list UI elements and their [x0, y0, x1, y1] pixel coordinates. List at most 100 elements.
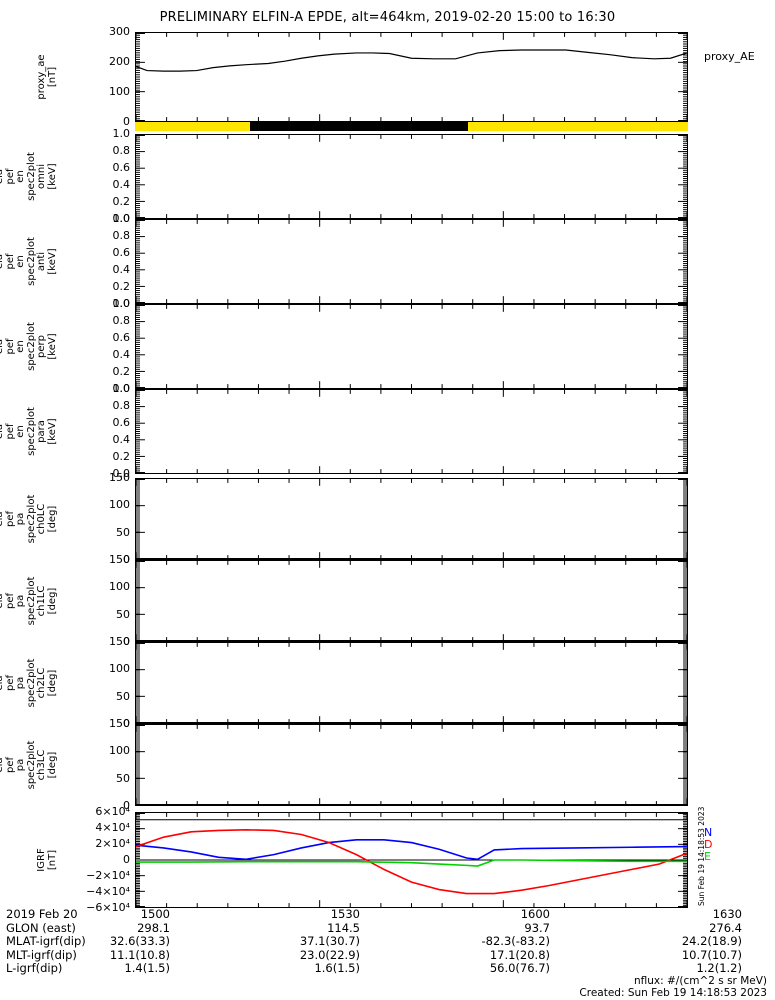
- ytick-en-anti-5: 0.0: [112, 297, 131, 310]
- ytick-pa-ch1lc-0: 150: [109, 553, 130, 566]
- ylabel-line: [deg]: [46, 505, 58, 533]
- ephemeris-row-label: L-igrf(dip): [6, 961, 63, 976]
- ylabel-en-anti: ela pef en spec2plot anti [keV]: [0, 219, 58, 304]
- ytick-proxy-ae-2: 100: [109, 85, 130, 98]
- ytick-en-perp-3: 0.4: [112, 348, 131, 361]
- ylabel-line: perp: [36, 335, 47, 358]
- ytick-pa-ch2lc-1: 100: [109, 662, 130, 676]
- ephemeris-value: 1500: [140, 907, 170, 921]
- vertical-created-stamp: Sun Feb 19 14:18:53 2023: [697, 806, 706, 906]
- ytick-pa-ch3lc-2: 50: [116, 771, 130, 785]
- ylabel-line: ch2LC: [36, 667, 47, 699]
- ylabel-line: omni: [36, 164, 47, 189]
- ytick-en-omni-5: 0.0: [112, 212, 131, 225]
- ylabel-pa-ch3lc: ela pef pa spec2plot ch3LC [deg]: [0, 724, 58, 806]
- ylabel-line: en: [15, 425, 26, 438]
- ylabel-line: ch1LC: [36, 585, 47, 617]
- ylabel-pa-ch1lc: ela pef pa spec2plot ch1LC [deg]: [0, 560, 58, 642]
- ephemeris-row: L-igrf(dip) 1.4(1.5) 1.6(1.5) 56.0(76.7) 1.2…: [0, 962, 775, 976]
- ytick-en-perp-4: 0.2: [112, 365, 131, 378]
- legend-igrf-n: N: [704, 826, 713, 839]
- panel-pa-ch2lc: [135, 642, 688, 724]
- ylabel-line: para: [36, 420, 47, 443]
- science-zone-black-segment: [250, 122, 468, 131]
- ephemeris-value: 17.1(20.8): [489, 947, 550, 962]
- ytick-pa-ch3lc-3: 0: [123, 799, 130, 812]
- series-proxy_ae: [136, 50, 687, 71]
- ytick-igrf-6: −6×10⁴: [86, 901, 130, 914]
- ytick-en-anti-1: 0.8: [112, 229, 131, 242]
- ylabel-line: ch3LC: [36, 749, 47, 781]
- ytick-en-para-0: 1.0: [112, 382, 131, 395]
- ytick-pa-ch1lc-3: 0: [123, 635, 130, 648]
- ytick-pa-ch2lc-0: 150: [109, 635, 130, 648]
- ytick-pa-ch2lc-2: 50: [116, 689, 130, 703]
- ytick-igrf-5: −4×10⁴: [86, 885, 130, 898]
- ytick-proxy-ae-3: 0: [123, 115, 130, 128]
- ylabel-line: [deg]: [46, 751, 58, 779]
- ylabel-line: pa: [15, 512, 26, 526]
- ephemeris-value: 1.2(1.2): [696, 961, 742, 976]
- ylabel-en-perp: ela pef en spec2plot perp [keV]: [0, 304, 58, 389]
- ylabel-line: [keV]: [46, 163, 58, 190]
- ytick-pa-ch0lc-1: 100: [109, 498, 130, 512]
- ylabel-en-omni: ela pef en spec2plot omni [keV]: [0, 134, 58, 219]
- ytick-pa-ch2lc-3: 0: [123, 717, 130, 730]
- ytick-en-omni-4: 0.2: [112, 195, 131, 208]
- ylabel-line: [nT]: [46, 66, 58, 88]
- science-zone-bar: [135, 122, 688, 131]
- ylabel-line: ch0LC: [36, 503, 47, 535]
- ephemeris-row: MLAT-igrf(dip) 32.6(33.3) 37.1(30.7) -82.3(…: [0, 935, 775, 949]
- ytick-en-perp-0: 1.0: [112, 297, 131, 310]
- ylabel-line: [deg]: [46, 669, 58, 697]
- ytick-en-para-2: 0.6: [112, 416, 131, 429]
- ylabel-line: [deg]: [46, 587, 58, 615]
- ytick-en-anti-0: 1.0: [112, 212, 131, 225]
- ylabel-line: en: [15, 340, 26, 353]
- ytick-en-perp-2: 0.6: [112, 331, 131, 344]
- ytick-en-omni-0: 1.0: [112, 127, 131, 140]
- ylabel-pa-ch2lc: ela pef pa spec2plot ch2LC [deg]: [0, 642, 58, 724]
- ephemeris-value: -82.3(-83.2): [481, 934, 550, 949]
- ytick-pa-ch3lc-0: 150: [109, 717, 130, 730]
- ytick-pa-ch0lc-3: 0: [123, 553, 130, 566]
- ytick-en-para-5: 0.0: [112, 467, 131, 480]
- ephemeris-value: 37.1(30.7): [299, 934, 360, 949]
- legend-igrf-e: E: [704, 850, 711, 863]
- ytick-proxy-ae-0: 300: [109, 25, 130, 38]
- page-title: PRELIMINARY ELFIN-A EPDE, alt=464km, 201…: [159, 10, 616, 25]
- ephemeris-row-label: 2019 Feb 20: [6, 907, 78, 921]
- panel-proxy-ae: [135, 32, 688, 122]
- ytick-igrf-4: −2×10⁴: [86, 869, 130, 882]
- ephemeris-row-label: GLON (east): [6, 920, 76, 935]
- ylabel-proxy-ae: proxy_ae [nT]: [36, 32, 58, 122]
- ylabel-en-para: ela pef en spec2plot para [keV]: [0, 389, 58, 474]
- panel-igrf: [135, 812, 688, 908]
- ylabel-line: pa: [15, 758, 26, 772]
- legend-igrf-d: D: [704, 838, 713, 851]
- ytick-en-para-4: 0.2: [112, 450, 131, 463]
- panel-en-perp: [135, 304, 688, 389]
- ylabel-line: [keV]: [46, 418, 58, 445]
- ytick-en-omni-1: 0.8: [112, 144, 131, 157]
- ephemeris-value: 24.2(18.9): [681, 934, 742, 949]
- ytick-pa-ch1lc-1: 100: [109, 580, 130, 594]
- ephemeris-row: MLT-igrf(dip) 11.1(10.8) 23.0(22.9) 17.1(20…: [0, 947, 775, 963]
- ytick-en-para-1: 0.8: [112, 399, 131, 412]
- ephemeris-table: 2019 Feb 20 1500 1530 1600 1630 GLON (east) 29…: [0, 907, 775, 976]
- ytick-pa-ch0lc-2: 50: [116, 525, 130, 539]
- ephemeris-value: 10.7(10.7): [681, 947, 742, 962]
- ylabel-line: [keV]: [46, 248, 58, 275]
- ephemeris-value: 1.6(1.5): [314, 961, 360, 976]
- ytick-proxy-ae-1: 200: [109, 55, 130, 68]
- ytick-pa-ch0lc-0: 150: [109, 471, 130, 484]
- ephemeris-value: 93.7: [524, 920, 550, 935]
- ylabel-line: anti: [36, 251, 47, 272]
- ephemeris-value: 1630: [712, 907, 742, 921]
- panel-pa-ch0lc: [135, 478, 688, 560]
- ephemeris-row-label: MLAT-igrf(dip): [6, 934, 86, 949]
- ytick-en-anti-4: 0.2: [112, 280, 131, 293]
- panel-en-omni: [135, 134, 688, 219]
- ytick-igrf-1: 4×10⁴: [95, 821, 130, 834]
- ytick-pa-ch3lc-1: 100: [109, 744, 130, 758]
